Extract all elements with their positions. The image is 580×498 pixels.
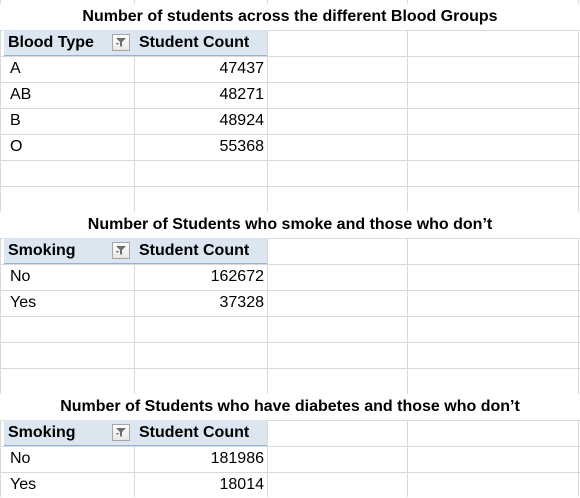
row-label: AB [10,86,32,103]
row-value: 18014 [219,476,265,493]
column-header-smoking[interactable]: Smoking [4,238,135,264]
gridline [0,342,580,343]
row-label: A [10,60,21,77]
gridline [0,316,580,317]
gridline [0,238,580,239]
row-label: No [10,268,31,285]
row-value: 48924 [219,112,265,129]
header-label: Smoking [8,424,76,441]
column-header-blood-type[interactable]: Blood Type [4,30,135,56]
gridline [0,160,580,161]
gridline [0,56,580,57]
column-header-smoking[interactable]: Smoking [4,420,135,446]
gridline [0,186,580,187]
gridline [0,368,580,369]
column-header-student-count[interactable]: Student Count [135,420,267,446]
gridline [578,0,579,497]
gridline [0,0,1,497]
column-header-student-count[interactable]: Student Count [135,30,267,56]
table-title: Number of Students who smoke and those w… [0,212,580,238]
gridline [0,472,580,473]
gridline [0,290,580,291]
filter-dropdown-icon[interactable] [112,34,130,51]
filter-dropdown-icon[interactable] [112,424,130,441]
row-value: 37328 [219,294,265,311]
row-value: 55368 [219,138,265,155]
row-value: 181986 [210,450,264,467]
table-title: Number of Students who have diabetes and… [0,394,580,420]
table-title: Number of students across the different … [0,4,580,30]
gridline [407,0,408,497]
row-label: O [10,138,23,155]
gridline [267,0,268,497]
gridline [0,134,580,135]
row-value: 47437 [219,60,265,77]
row-value: 48271 [219,86,265,103]
gridline [0,420,580,421]
gridline [0,446,580,447]
row-label: B [10,112,21,129]
gridline [0,108,580,109]
row-label: No [10,450,31,467]
row-label: Yes [10,294,37,311]
header-label: Blood Type [8,34,94,51]
gridline [0,264,580,265]
gridline [0,30,580,31]
header-label: Smoking [8,242,76,259]
row-label: Yes [10,476,37,493]
row-value: 162672 [210,268,264,285]
column-header-student-count[interactable]: Student Count [135,238,267,264]
gridline [0,82,580,83]
filter-dropdown-icon[interactable] [112,242,130,259]
